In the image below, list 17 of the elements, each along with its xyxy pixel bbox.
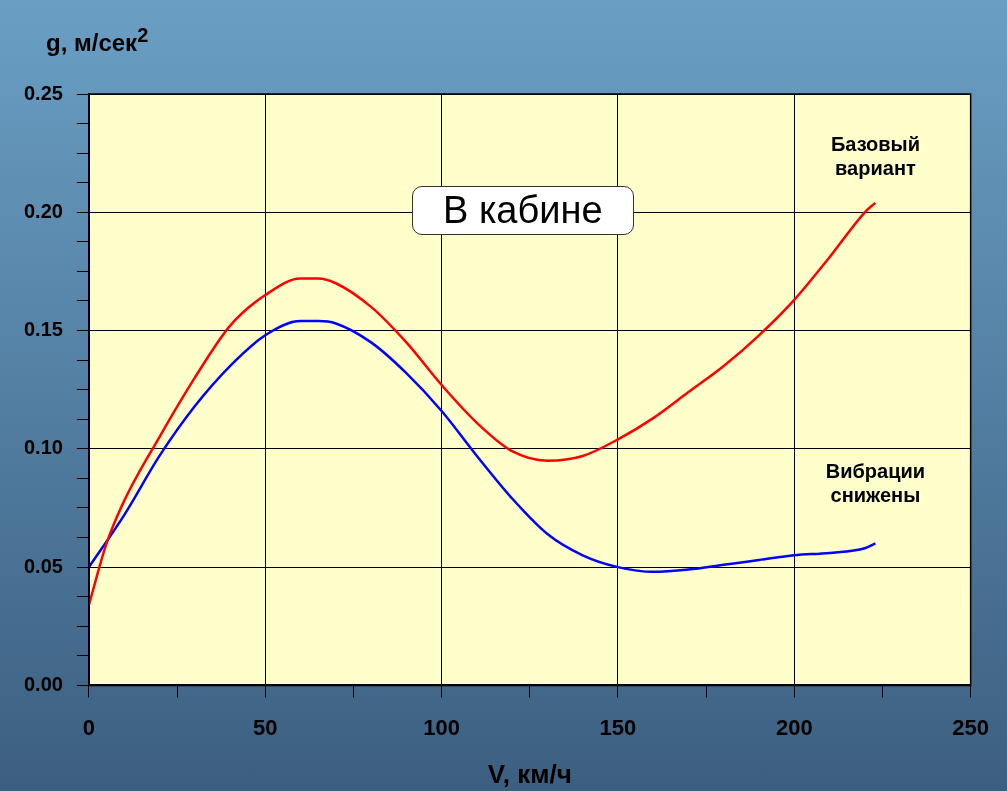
text: Базовый вариант [830,132,920,179]
y-tick-label: 0.15 [23,318,63,341]
x-axis-title: V, км/ч [487,758,572,789]
x-tick-label: 50 [253,714,278,740]
annotation: В кабине [412,186,634,235]
y-tick-label: 0.10 [23,436,63,459]
text: Вибрации снижены [825,460,926,507]
y-tick-label: 0.05 [23,554,63,577]
y-tick-label: 0.25 [23,81,63,104]
y-tick-label: 0.00 [23,672,63,695]
x-tick-label: 100 [423,714,460,740]
x-tick-label: 0 [82,714,96,740]
x-tick-label: 250 [952,714,990,740]
x-tick-label: 150 [599,714,637,740]
y-tick-label: 0.20 [23,199,63,222]
y-axis-title: g, м/сек$^{2}$ [46,24,149,57]
x-tick-label: 200 [775,714,813,740]
